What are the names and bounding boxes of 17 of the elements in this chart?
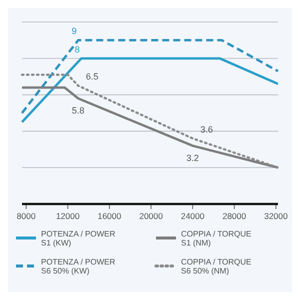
legend-label: COPPIA / TORQUE S6 50% (NM) bbox=[181, 258, 252, 276]
data-label: 9 bbox=[72, 26, 77, 36]
data-label: 3.6 bbox=[200, 124, 213, 134]
x-tick-label: 8000 bbox=[16, 211, 36, 221]
x-tick-label: 28000 bbox=[222, 211, 246, 221]
legend-label: POTENZA / POWER S1 (KW) bbox=[41, 230, 116, 248]
x-tick-label: 20000 bbox=[139, 211, 164, 221]
x-tick-label: 24000 bbox=[180, 211, 205, 221]
x-tick-label: 16000 bbox=[98, 211, 122, 221]
legend-label: POTENZA / POWER S6 50% (KW) bbox=[41, 258, 116, 276]
x-tick-label: 32000 bbox=[264, 211, 288, 221]
data-label: 8 bbox=[74, 44, 80, 54]
data-label: 6.5 bbox=[86, 72, 98, 82]
legend-label: COPPIA / TORQUE S1 (NM) bbox=[181, 230, 252, 248]
data-label: 3.2 bbox=[186, 152, 199, 163]
data-label: 5.8 bbox=[72, 105, 84, 116]
x-tick-label: 12000 bbox=[56, 211, 80, 221]
